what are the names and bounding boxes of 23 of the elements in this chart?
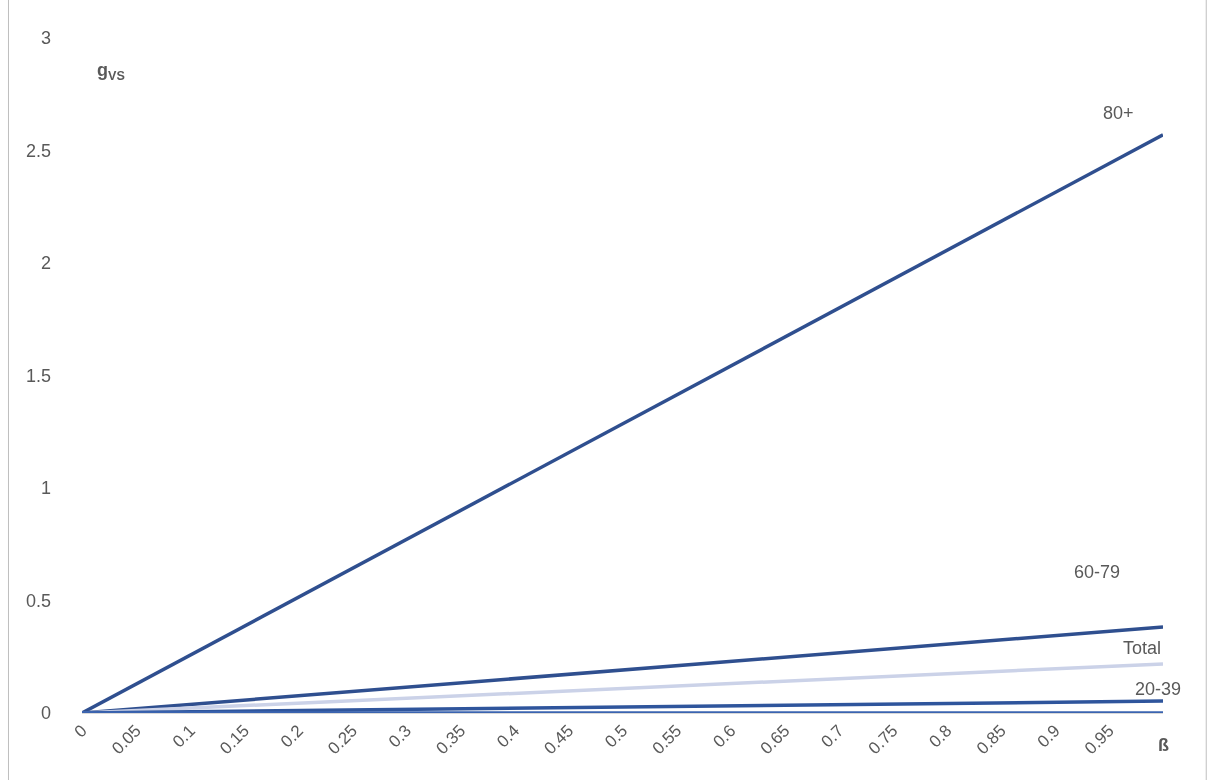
series-label: Total <box>1123 638 1162 658</box>
x-tick-label: 0.6 <box>709 721 740 752</box>
y-axis-title: g$_{VS}$ <box>97 60 125 83</box>
y-tick-label: 3 <box>40 28 51 49</box>
text: 60-79 <box>1074 562 1121 582</box>
series-label: 20-39 <box>1135 679 1182 699</box>
x-tick-label: 0.8 <box>925 721 956 752</box>
y-tick-label: 0.5 <box>25 590 51 611</box>
x-tick-label: 0.4 <box>493 721 524 752</box>
x-tick-label: 0.1 <box>168 721 199 752</box>
x-tick-label: 0.9 <box>1033 721 1064 752</box>
x-tick-label: 0 <box>70 721 91 742</box>
y-tick-label: 1 <box>40 478 51 499</box>
x-axis-title: ß <box>1158 735 1169 755</box>
series-label: 80+ <box>1103 103 1134 123</box>
x-tick-label: 0.5 <box>601 721 632 752</box>
x-tick-label: 0.2 <box>276 721 308 752</box>
y-tick-label: 2 <box>40 253 51 274</box>
x-tick-label: 0.3 <box>384 721 416 752</box>
y-tick-label: 0 <box>40 703 51 724</box>
y-tick-label: 2.5 <box>25 140 51 161</box>
x-tick-label: 0.7 <box>817 721 848 752</box>
y-tick-label: 1.5 <box>25 365 51 386</box>
